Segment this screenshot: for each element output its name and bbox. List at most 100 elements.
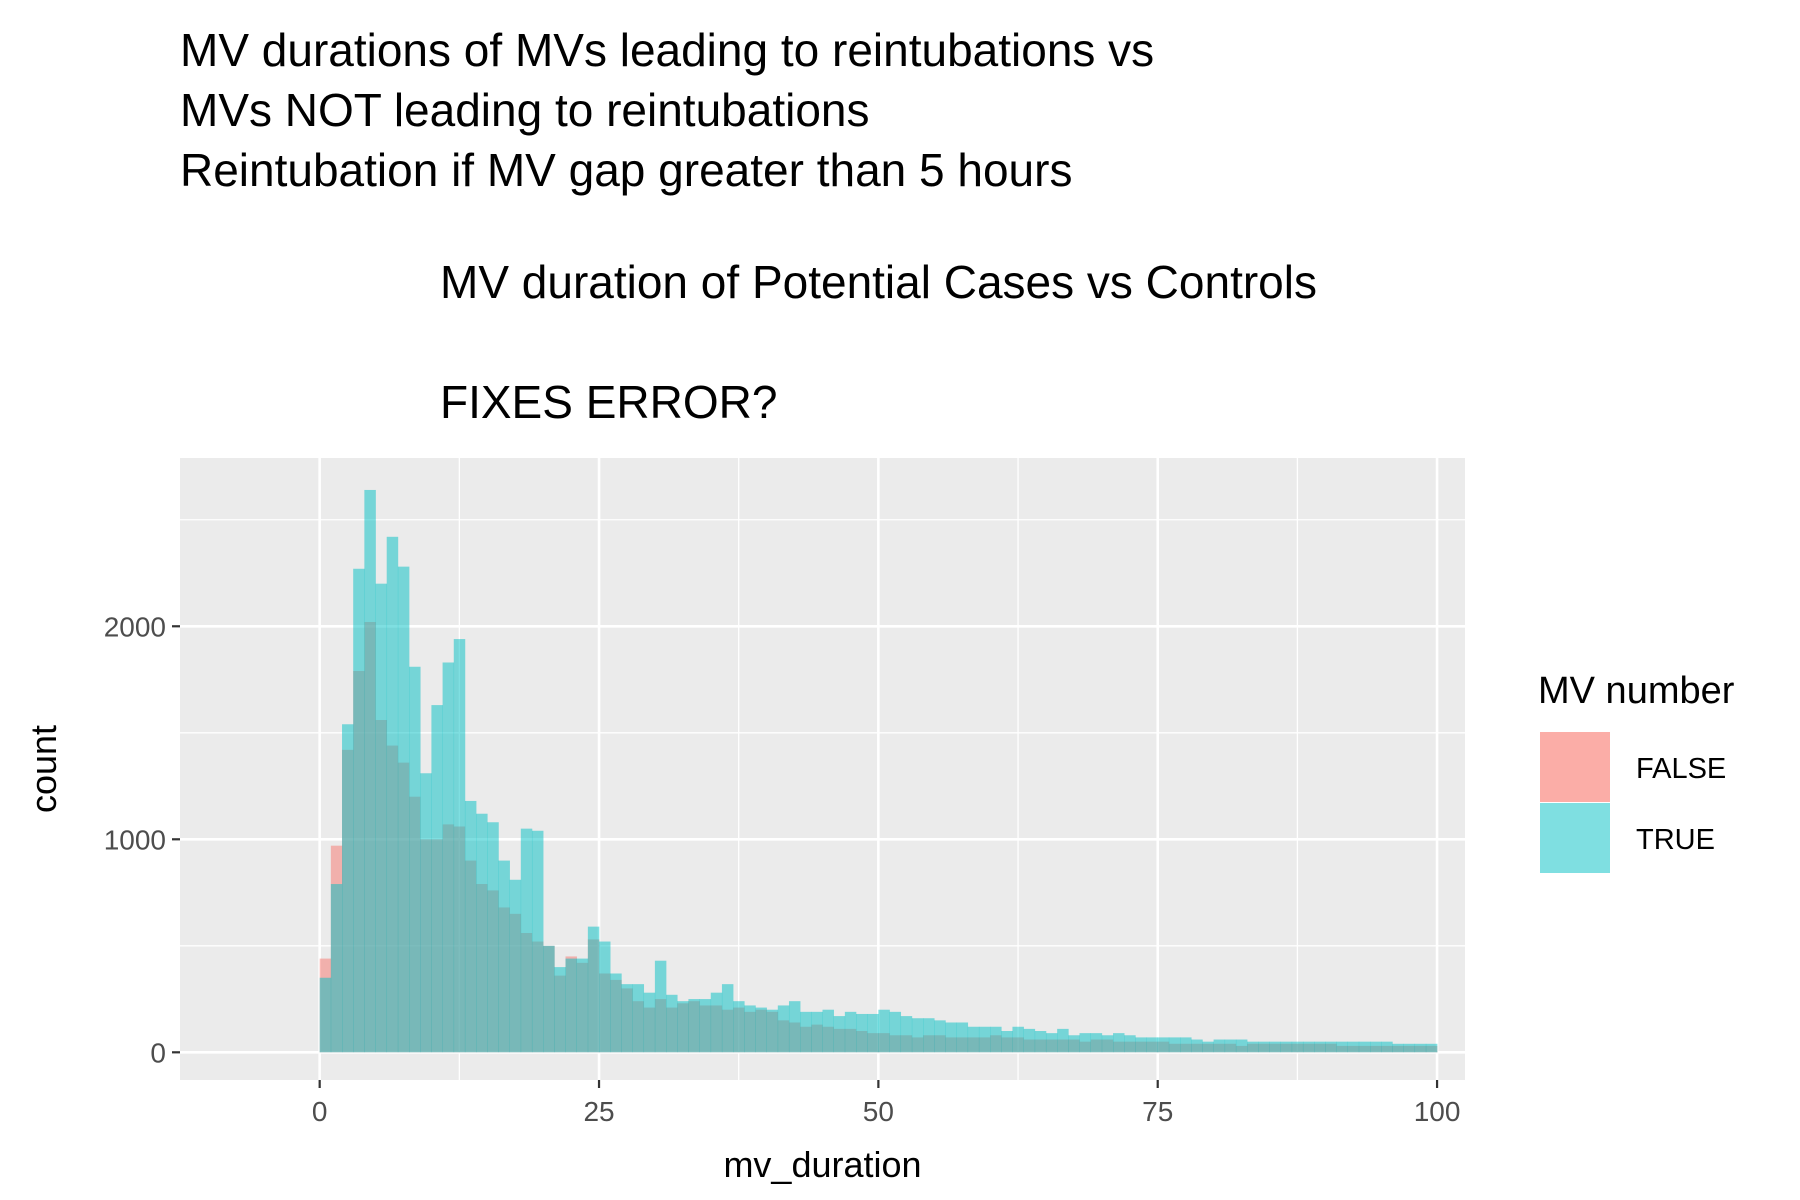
bar-true	[1202, 1041, 1214, 1053]
bar-true	[1045, 1033, 1058, 1053]
y-tick-label: 2000	[104, 611, 166, 642]
bar-true	[1168, 1037, 1181, 1053]
bar-true	[319, 977, 332, 1053]
bar-true	[1302, 1041, 1315, 1053]
bar-true	[1258, 1041, 1270, 1053]
legend-key-true	[1540, 803, 1610, 873]
bar-true	[900, 1016, 913, 1053]
bar-true	[777, 1005, 790, 1053]
y-tick-label: 1000	[104, 824, 166, 855]
bar-true	[788, 1001, 801, 1053]
bar-true	[520, 828, 533, 1053]
bar-true	[1291, 1041, 1304, 1053]
chart-subtitle: MV duration of Potential Cases vs Contro…	[440, 252, 1317, 432]
bar-true	[632, 984, 645, 1053]
legend-key-false	[1540, 732, 1610, 802]
bar-true	[654, 960, 667, 1053]
y-tick-label: 0	[150, 1037, 166, 1068]
bar-true	[1113, 1033, 1125, 1053]
bar-true	[878, 1009, 890, 1053]
bar-true	[1135, 1037, 1147, 1053]
bar-true	[710, 992, 723, 1053]
bar-true	[1068, 1035, 1080, 1053]
bar-true	[1057, 1028, 1069, 1053]
bar-true	[554, 967, 566, 1053]
x-tick-label: 25	[583, 1096, 614, 1127]
bar-true	[420, 773, 432, 1053]
bar-true	[397, 566, 410, 1053]
bar-true	[531, 830, 544, 1053]
bar-true	[1370, 1041, 1382, 1053]
bar-true	[1146, 1037, 1159, 1053]
bar-true	[1034, 1031, 1047, 1053]
bar-true	[1392, 1043, 1404, 1053]
bar-true	[487, 822, 499, 1053]
bar-true	[1347, 1041, 1360, 1053]
bar-true	[386, 536, 399, 1053]
bar-true	[1425, 1043, 1438, 1053]
bar-true	[576, 958, 589, 1053]
bar-true	[453, 639, 466, 1053]
bar-true	[1079, 1033, 1091, 1053]
x-axis-title: mv_duration	[723, 1144, 921, 1185]
bar-true	[1213, 1039, 1226, 1053]
bar-true	[744, 1005, 756, 1053]
bar-true	[1101, 1035, 1114, 1053]
bar-true	[699, 999, 712, 1053]
bar-true	[330, 884, 343, 1053]
bar-true	[599, 941, 611, 1053]
bar-true	[1403, 1043, 1416, 1053]
bar-true	[643, 992, 656, 1053]
bar-true	[1247, 1041, 1259, 1053]
x-tick-label: 0	[312, 1096, 328, 1127]
bar-true	[934, 1020, 946, 1053]
chart-title-line-3: Reintubation if MV gap greater than 5 ho…	[180, 144, 1073, 196]
bar-true	[1280, 1041, 1293, 1053]
bar-true	[409, 666, 421, 1053]
y-axis: 0 1000 2000	[104, 611, 180, 1068]
bar-true	[800, 1011, 812, 1053]
bar-true	[978, 1026, 991, 1053]
bar-true	[1325, 1041, 1337, 1053]
bar-true	[587, 926, 600, 1053]
bar-true	[431, 705, 443, 1053]
bar-true	[1012, 1026, 1024, 1053]
bar-true	[1001, 1031, 1013, 1053]
bar-true	[1090, 1033, 1103, 1053]
bar-true	[1414, 1043, 1427, 1053]
legend-label-false: FALSE	[1636, 753, 1726, 785]
bar-true	[833, 1016, 846, 1053]
bar-true	[621, 984, 633, 1053]
x-tick-label: 75	[1142, 1096, 1173, 1127]
bar-true	[543, 945, 555, 1053]
bar-true	[755, 1007, 767, 1053]
bar-true	[498, 860, 510, 1053]
bar-true	[1191, 1039, 1203, 1053]
bar-true	[990, 1026, 1002, 1053]
bar-true	[733, 1001, 745, 1053]
chart-subtitle-line-3: FIXES ERROR?	[440, 376, 778, 428]
bar-true	[967, 1026, 980, 1053]
bar-true	[610, 973, 622, 1053]
bar-true	[811, 1011, 823, 1053]
chart-title: MV durations of MVs leading to reintubat…	[180, 20, 1154, 200]
bar-true	[1224, 1039, 1237, 1053]
bar-true	[509, 879, 522, 1053]
bar-true	[1381, 1041, 1393, 1053]
chart-subtitle-line-1: MV duration of Potential Cases vs Contro…	[440, 256, 1317, 308]
bar-true	[677, 1001, 689, 1053]
bar-true	[1124, 1035, 1136, 1053]
bar-true	[375, 583, 388, 1053]
chart-title-line-2: MVs NOT leading to reintubations	[180, 84, 870, 136]
bar-true	[1235, 1039, 1248, 1053]
bar-true	[342, 724, 354, 1053]
bar-true	[1269, 1041, 1281, 1053]
bar-true	[1180, 1037, 1192, 1053]
x-tick-label: 100	[1414, 1096, 1461, 1127]
series-true-bars	[319, 489, 1438, 1053]
bar-true	[867, 1013, 879, 1053]
bar-true	[721, 984, 734, 1053]
bar-true	[353, 568, 365, 1053]
legend-title: MV number	[1538, 670, 1735, 712]
